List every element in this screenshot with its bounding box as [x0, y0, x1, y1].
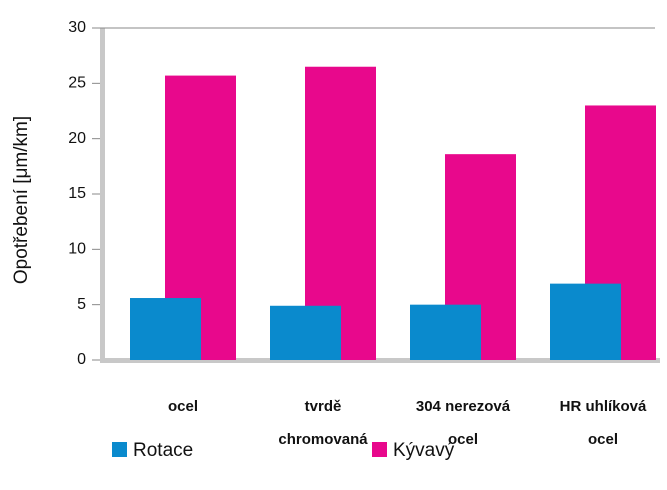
y-tick-label: 0 [77, 351, 86, 368]
bar [130, 298, 201, 360]
x-tick-label: ocel [168, 398, 198, 415]
x-tick-label: HR uhlíková ocel [560, 398, 647, 448]
bar [270, 305, 341, 360]
x-tick-label-line: HR uhlíková [560, 398, 647, 415]
x-tick-label-line: ocel [588, 431, 618, 448]
legend-swatch [372, 442, 387, 457]
x-tick-label-line: chromovaná [278, 431, 368, 448]
legend-label: Kývavý [393, 440, 455, 461]
x-axis [100, 358, 660, 363]
y-axis [100, 28, 105, 363]
bar [410, 304, 481, 360]
y-tick-label: 25 [68, 75, 86, 92]
x-tick-label-line: ocel [448, 431, 478, 448]
x-tick-label-line: tvrdě [305, 398, 342, 415]
x-tick-label: 304 nerezová ocel [416, 398, 511, 448]
bar [550, 283, 621, 360]
legend-swatch [112, 442, 127, 457]
y-tick-label: 20 [68, 130, 86, 147]
legend-label: Rotace [133, 440, 193, 461]
y-tick-label: 10 [68, 241, 86, 258]
y-axis-label: Opotřebení [μm/km] [11, 116, 32, 284]
y-tick-label: 30 [68, 19, 86, 36]
y-tick-label: 5 [77, 296, 86, 313]
x-tick-label-line: 304 nerezová [416, 398, 511, 415]
x-tick-label-line: ocel [168, 398, 198, 415]
x-tick-label: tvrdě chromovaná [278, 398, 368, 448]
y-tick-label: 15 [68, 185, 86, 202]
